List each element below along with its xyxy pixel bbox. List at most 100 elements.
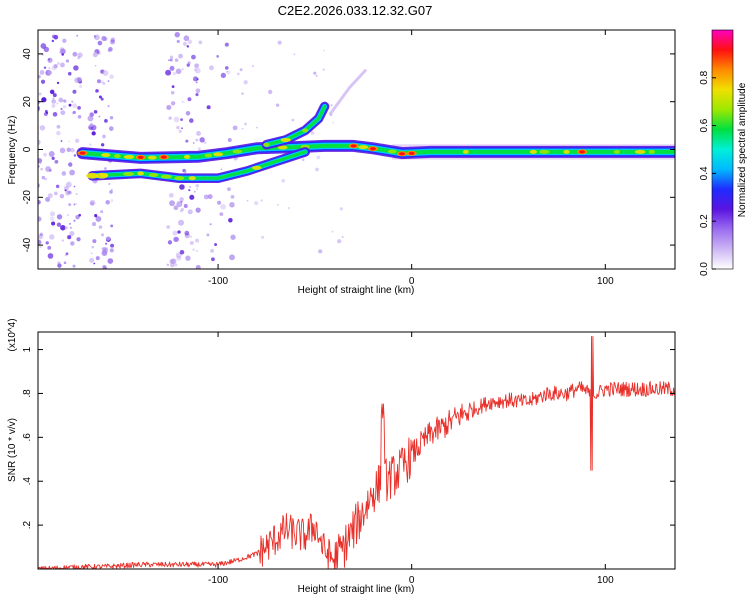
noise-dot [277,40,282,45]
noise-dot [64,226,68,230]
noise-dot [176,255,182,261]
noise-dot [51,39,55,43]
noise-dot [78,213,82,217]
y-tick-label: -40 [22,237,33,252]
noise-dot [62,99,66,103]
noise-dot [110,224,114,228]
noise-dot [93,262,96,265]
noise-dot [260,199,263,202]
noise-dot [108,183,111,185]
noise-dot [341,236,344,238]
noise-dot [54,159,59,164]
noise-dot [174,31,180,38]
noise-dot [170,101,176,106]
noise-dot [64,254,67,257]
lower-track [87,147,310,183]
noise-dot [73,219,76,222]
noise-dot [95,256,100,261]
noise-dot [90,201,94,206]
colorbar-tick-label: 0.8 [699,70,710,84]
noise-dot [92,239,97,244]
colorbar-gradient [712,30,733,269]
noise-dot [173,236,179,242]
track-blob [213,152,224,157]
noise-dot [194,63,200,69]
noise-dot [76,34,79,37]
spectrogram-y-label: Frequency (Hz) [7,116,18,185]
noise-dot [67,235,72,240]
noise-dot [172,71,177,76]
noise-dot [75,193,78,196]
track-blob [648,149,655,154]
noise-dot [228,218,233,223]
x-tick-label: 0 [409,575,415,586]
noise-dot [79,85,82,88]
noise-dot [31,81,37,87]
noise-dot [62,38,67,43]
noise-dot [39,125,46,131]
noise-dot [70,241,75,246]
noise-dot [185,255,191,261]
noise-dot [315,167,319,172]
noise-dot [189,185,192,188]
noise-dot [31,142,34,145]
noise-dot [186,63,190,67]
noise-dot [92,52,98,58]
noise-dot [191,54,196,60]
noise-dot [53,34,59,40]
noise-dot [195,88,201,94]
noise-dot [316,155,321,160]
noise-dot [196,78,199,81]
noise-dot [195,207,201,213]
snr-y-axis: .2 .4 .6 .8 1 [22,346,675,529]
noise-dot [103,36,108,42]
noise-dot [195,265,201,269]
noise-dot [239,68,243,72]
track-blob [251,165,262,170]
noise-dot [92,222,97,227]
noise-dot [209,65,214,71]
y-tick-label: .4 [22,477,33,486]
noise-dot [337,239,342,244]
noise-dot [175,252,182,259]
noise-dot [89,199,96,206]
noise-dot [49,216,55,222]
noise-dot [237,72,240,76]
noise-dot [61,52,65,56]
noise-dot [26,39,28,41]
noise-dot [96,79,102,84]
track-blob [101,152,111,157]
noise-dot [60,62,65,68]
noise-dot [73,154,77,157]
noise-dot [107,80,110,82]
noise-dot [77,114,82,119]
noise-dot [62,104,67,109]
noise-dot [38,239,42,245]
noise-dot [51,99,57,104]
snr-x-axis: -100 0 100 [208,332,614,586]
noise-dot [100,97,104,101]
noise-dot [178,219,185,226]
noise-dot [105,242,108,245]
faint-streak [328,69,367,116]
noise-dot [97,40,103,46]
noise-dot [230,194,235,199]
noise-dot [111,188,113,191]
noise-dot [77,52,83,58]
noise-dot [198,40,203,45]
track-blob [148,172,159,177]
noise-dot [69,169,76,176]
noise-dot [110,243,115,248]
noise-dot [187,97,192,102]
noise-dot [276,203,279,206]
peak-red [79,151,86,155]
peak-red [160,155,167,159]
noise-dot [25,35,30,40]
noise-dot [176,125,180,130]
noise-dot [31,127,35,131]
noise-dot [109,248,114,253]
noise-dot [58,97,64,103]
track-blob [563,149,570,154]
noise-dot [105,236,111,241]
noise-dot [59,193,65,199]
